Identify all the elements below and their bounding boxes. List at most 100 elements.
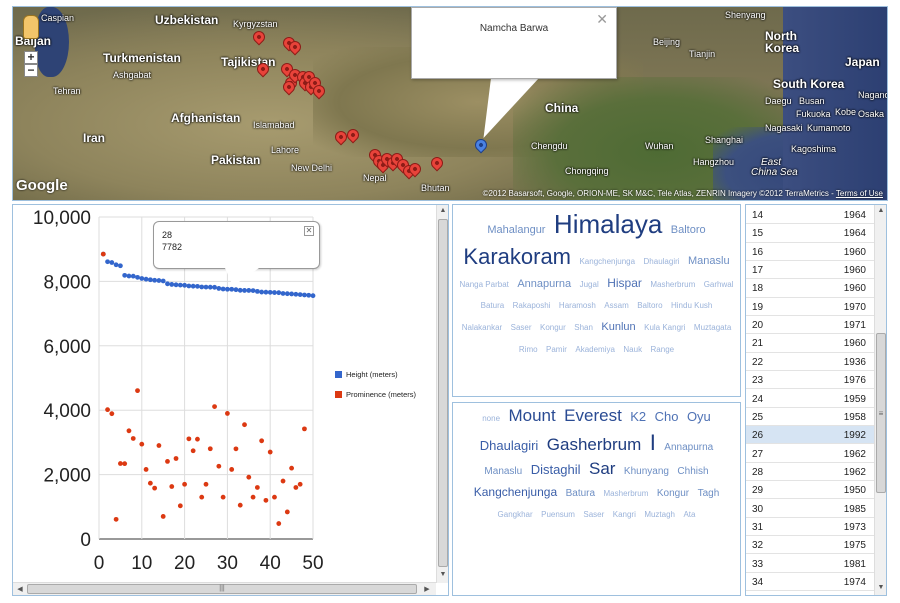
cloud-word[interactable]: Jugal (579, 279, 599, 289)
table-row[interactable]: 26 1992 (746, 426, 874, 445)
table-vertical-scrollbar[interactable]: ▲ ≡ ▼ (874, 205, 886, 595)
cloud-word[interactable]: Annapurna (664, 441, 714, 453)
scroll-left-icon[interactable]: ◀ (17, 586, 23, 593)
cloud-word[interactable]: Pamir (546, 344, 567, 354)
cloud-word[interactable]: Kongur (540, 322, 566, 332)
cloud-word[interactable]: Masherbrum (603, 488, 649, 498)
cloud-word[interactable]: Gasherbrum (546, 434, 642, 454)
table-row[interactable]: 25 1958 (746, 408, 874, 427)
table-row[interactable]: 27 1962 (746, 445, 874, 463)
scroll-up-icon[interactable]: ▲ (877, 207, 885, 214)
chart-vertical-scrollbar[interactable]: ▲ ▼ (436, 205, 448, 583)
cloud-word[interactable]: K2 (630, 409, 647, 424)
cloud-word[interactable]: Range (650, 344, 675, 354)
table-row[interactable]: 29 1950 (746, 481, 874, 500)
cloud-word[interactable]: Sar (589, 458, 616, 478)
cloud-word[interactable]: none (482, 414, 501, 423)
table-row[interactable]: 20 1971 (746, 316, 874, 335)
cloud-word[interactable]: Khunyang (623, 465, 669, 477)
cloud-word[interactable]: Batura (565, 487, 596, 499)
cloud-word[interactable]: Himalaya (553, 209, 663, 239)
cloud-word[interactable]: Garhwal (703, 279, 734, 289)
cloud-word[interactable]: Kangchenjunga (473, 484, 558, 499)
table-row[interactable]: 24 1959 (746, 390, 874, 408)
table-row[interactable]: 32 1975 (746, 536, 874, 555)
cloud-word[interactable]: Nanga Parbat (459, 279, 509, 289)
cloud-word[interactable]: Shan (574, 322, 593, 332)
scroll-thumb[interactable] (438, 219, 448, 567)
cloud-word[interactable]: Manaslu (484, 465, 523, 477)
scroll-thumb[interactable]: ≡ (876, 333, 886, 493)
cloud-word[interactable]: Karakoram (463, 244, 571, 270)
cloud-word[interactable]: Saser (510, 322, 532, 332)
map-panel[interactable]: Caspian Uzbekistan Kyrgyzstan Baijan Turkmen… (12, 6, 888, 201)
zoom-in-button[interactable]: + (24, 51, 38, 64)
table-row[interactable]: 18 1960 (746, 279, 874, 298)
cloud-word[interactable]: Akademiya (575, 344, 615, 354)
close-icon[interactable]: ✕ (596, 11, 608, 27)
cloud-word[interactable]: Rimo (518, 344, 538, 354)
scroll-down-icon[interactable]: ▼ (439, 571, 447, 578)
cloud-word[interactable]: Oyu (686, 409, 711, 424)
cloud-word[interactable]: Dhaulagiri (643, 257, 680, 267)
cloud-word[interactable]: Hispar (607, 275, 642, 290)
table-row[interactable]: 14 1964 (746, 206, 874, 225)
cloud-word[interactable]: Muztagh (644, 510, 675, 520)
cloud-word[interactable]: Tagh (697, 487, 720, 499)
close-icon[interactable]: ✕ (304, 226, 314, 236)
table-row[interactable]: 19 1970 (746, 298, 874, 316)
cloud-word[interactable]: Ata (683, 510, 696, 520)
pegman-icon[interactable] (23, 15, 39, 39)
data-table[interactable]: 14 1964 15 1964 16 1960 17 1960 18 1960 19 1970 20 19… (745, 204, 887, 596)
cloud-word[interactable]: Haramosh (558, 301, 596, 311)
cloud-word[interactable]: Nalakankar (461, 322, 503, 332)
scroll-right-icon[interactable]: ▶ (424, 586, 430, 593)
table-row[interactable]: 30 1985 (746, 500, 874, 518)
chart-horizontal-scrollbar[interactable]: ◀ ||| ▶ (13, 582, 436, 595)
scroll-thumb[interactable]: ||| (27, 584, 417, 594)
info-window[interactable]: Namcha Barwa ✕ (411, 7, 617, 79)
table-row[interactable]: 31 1973 (746, 518, 874, 537)
cloud-word[interactable]: Kongur (656, 487, 690, 499)
table-row[interactable]: 23 1976 (746, 371, 874, 390)
table-row[interactable]: 17 1960 (746, 261, 874, 280)
cloud-word[interactable]: Kunlun (601, 320, 636, 333)
cloud-word[interactable]: Assam (604, 301, 629, 311)
scroll-up-icon[interactable]: ▲ (439, 207, 447, 214)
cloud-word[interactable]: Hindu Kush (671, 301, 713, 311)
cloud-word[interactable]: Batura (480, 301, 505, 311)
cloud-word[interactable]: Kangri (612, 510, 636, 520)
cloud-word[interactable]: Nauk (623, 344, 643, 354)
cloud-word[interactable]: Puensum (541, 510, 575, 520)
cloud-word[interactable]: Dhaulagiri (479, 437, 539, 453)
cloud-word[interactable]: Muztagata (693, 322, 732, 332)
scroll-down-icon[interactable]: ▼ (877, 584, 885, 591)
cloud-word[interactable]: Masherbrum (650, 279, 696, 289)
cloud-word[interactable]: Rakaposhi (512, 301, 551, 311)
cloud-word[interactable]: Baltoro (670, 224, 706, 236)
cloud-word[interactable]: Gangkhar (497, 510, 533, 520)
cloud-word[interactable]: Mahalangur (487, 224, 546, 236)
cloud-word[interactable]: Manaslu (688, 255, 730, 268)
cloud-word[interactable]: Saser (583, 510, 605, 520)
cloud-word[interactable]: Everest (564, 406, 622, 425)
terms-of-use-link[interactable]: Terms of Use (835, 189, 883, 198)
cloud-word[interactable]: Distaghil (530, 461, 581, 477)
cloud-word[interactable]: Annapurna (517, 277, 572, 290)
row-index: 26 (752, 430, 764, 442)
zoom-out-button[interactable]: − (24, 64, 38, 77)
cloud-word[interactable]: Mount (508, 406, 556, 425)
cloud-word[interactable]: I (649, 429, 656, 455)
table-row[interactable]: 28 1962 (746, 463, 874, 482)
cloud-word[interactable]: Kangchenjunga (579, 257, 636, 267)
cloud-word[interactable]: Kula Kangri (644, 322, 686, 332)
cloud-word[interactable]: Cho (654, 409, 679, 424)
table-row[interactable]: 15 1964 (746, 224, 874, 243)
table-row[interactable]: 22 1936 (746, 353, 874, 371)
table-row[interactable]: 16 1960 (746, 243, 874, 261)
cloud-word[interactable]: Chhish (677, 465, 709, 477)
table-row[interactable]: 33 1981 (746, 555, 874, 573)
table-row[interactable]: 21 1960 (746, 334, 874, 353)
table-row[interactable]: 34 1974 (746, 573, 874, 592)
cloud-word[interactable]: Baltoro (637, 301, 663, 311)
